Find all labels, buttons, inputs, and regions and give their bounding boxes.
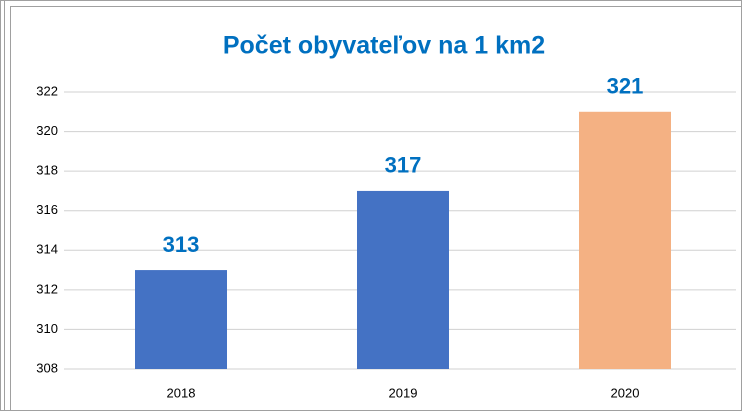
bar <box>579 111 671 370</box>
x-tick-label: 2019 <box>389 385 418 400</box>
y-tick-label: 310 <box>36 321 58 336</box>
bar <box>135 270 227 369</box>
chart-title: Počet obyvateľov na 1 km2 <box>223 32 545 60</box>
y-tick-label: 318 <box>36 163 58 178</box>
x-tick-label: 2018 <box>167 385 196 400</box>
data-label: 321 <box>607 74 644 99</box>
bar <box>357 190 449 369</box>
y-tick-label: 308 <box>36 360 58 375</box>
y-tick-label: 320 <box>36 123 58 138</box>
y-tick-label: 316 <box>36 202 58 217</box>
y-tick-label: 322 <box>36 83 58 98</box>
y-tick-label: 312 <box>36 281 58 296</box>
x-tick-label: 2020 <box>611 385 640 400</box>
data-label: 313 <box>163 232 200 257</box>
y-tick-label: 314 <box>36 242 58 257</box>
data-label: 317 <box>385 153 422 178</box>
